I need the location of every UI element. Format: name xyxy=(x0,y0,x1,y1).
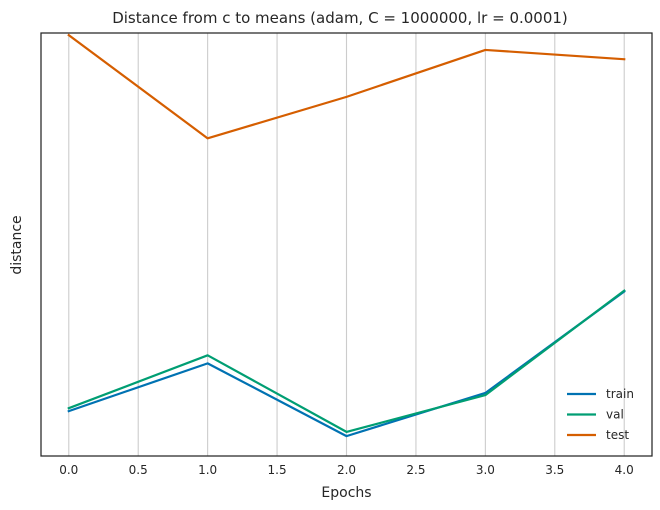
x-tick-label: 2.5 xyxy=(406,463,425,477)
x-axis-label: Epochs xyxy=(321,485,371,501)
series-line-test xyxy=(67,33,626,140)
x-tick-label: 1.5 xyxy=(268,463,287,477)
series-line-val xyxy=(67,289,626,433)
grid-lines xyxy=(68,33,625,456)
legend-label-train: train xyxy=(606,387,634,401)
legend-label-test: test xyxy=(606,428,629,442)
y-axis-label: distance xyxy=(9,215,25,274)
plot-frame xyxy=(40,32,653,457)
x-tick-label: 0.5 xyxy=(129,463,148,477)
x-tick-label: 3.0 xyxy=(476,463,495,477)
x-tick-label: 1.0 xyxy=(198,463,217,477)
x-tick-labels: 0.0 0.5 1.0 1.5 2.0 2.5 3.0 3.5 4.0 xyxy=(59,463,634,477)
x-tick-label: 0.0 xyxy=(59,463,78,477)
x-tick-label: 4.0 xyxy=(615,463,634,477)
chart-title: Distance from c to means (adam, C = 1000… xyxy=(112,9,568,27)
x-tick-label: 2.0 xyxy=(337,463,356,477)
x-tick-label: 3.5 xyxy=(545,463,564,477)
series-lines xyxy=(67,33,626,438)
legend: train val test xyxy=(567,387,634,442)
legend-label-val: val xyxy=(606,408,624,422)
